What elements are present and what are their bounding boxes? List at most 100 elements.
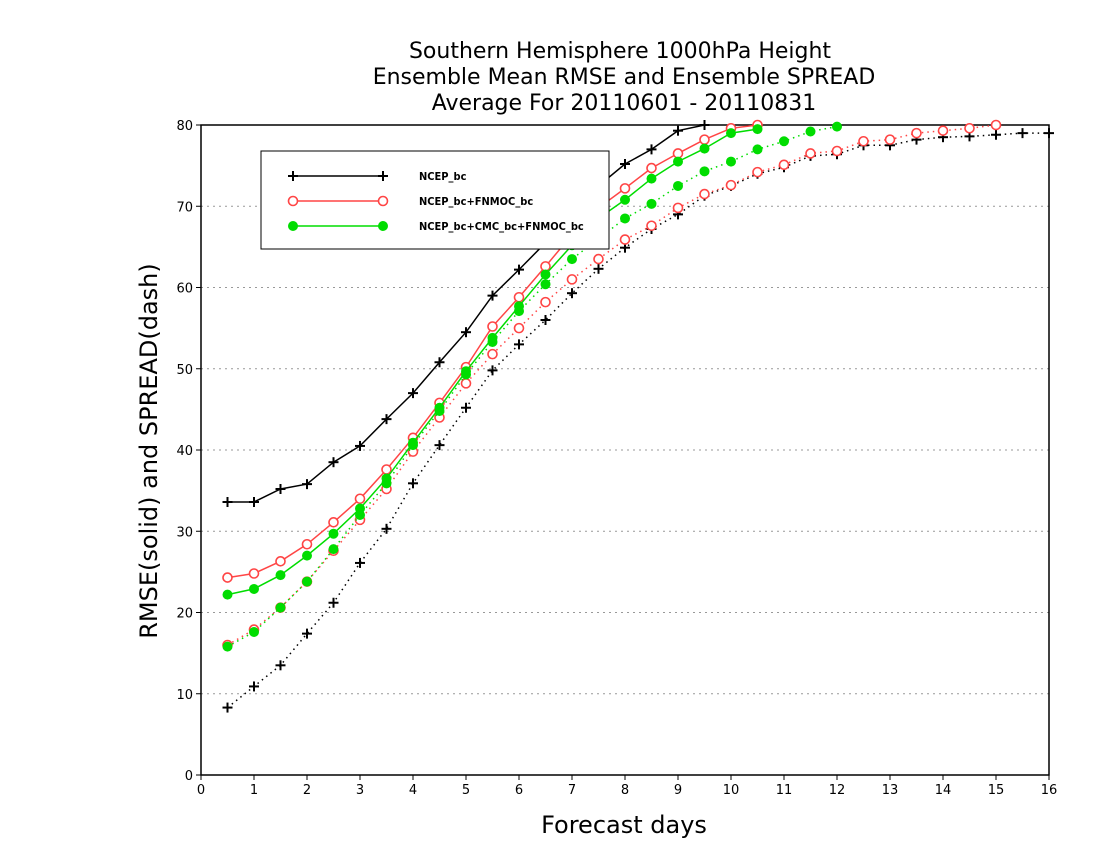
chart-title: Southern Hemisphere 1000hPa Height Ensem… xyxy=(373,39,876,116)
series-0-spread-point-2 xyxy=(275,660,286,671)
y-tick-label-40: 40 xyxy=(176,444,193,459)
series-2-spread-point-21 xyxy=(779,136,789,147)
series-0-spread-point-13 xyxy=(567,288,577,299)
legend-box xyxy=(260,150,610,250)
series-2-spread-point-23 xyxy=(832,121,842,132)
series-0-spread-point-29 xyxy=(991,129,1001,140)
series-group xyxy=(222,119,1054,713)
series-2-spread-point-0 xyxy=(222,641,233,652)
series-0-rmse-point-8 xyxy=(434,357,445,368)
series-1-spread-point-25 xyxy=(884,134,896,145)
x-axis-label: Forecast days xyxy=(541,811,707,839)
series-0-rmse-point-4 xyxy=(328,457,339,468)
x-tick-label-14: 14 xyxy=(935,783,952,798)
series-1-spread-point-24 xyxy=(858,135,869,147)
y-tick-label-30: 30 xyxy=(176,525,193,540)
series-1-rmse-point-4 xyxy=(328,517,339,528)
legend-entry-1: NCEP_bc+FNMOC_bc xyxy=(287,195,533,208)
legend-marker-start-2 xyxy=(288,221,298,231)
title-line-1: Southern Hemisphere 1000hPa Height xyxy=(409,39,831,64)
x-tick-label-4: 4 xyxy=(409,783,417,798)
series-2-rmse-point-10 xyxy=(487,332,498,343)
series-0-rmse-point-0 xyxy=(222,497,233,507)
series-2-rmse-point-5 xyxy=(355,503,365,514)
series-2-spread-point-4 xyxy=(328,544,339,555)
series-1-spread-point-14 xyxy=(593,253,604,265)
series-2-rmse-point-2 xyxy=(275,570,286,581)
series-0-spread-point-12 xyxy=(540,315,551,325)
series-1-rmse-point-1 xyxy=(248,568,260,579)
series-0-spread-point-6 xyxy=(381,523,392,534)
series-0-rmse-point-18 xyxy=(699,120,710,130)
series-2-rmse-point-11 xyxy=(514,301,524,312)
series-1-rmse-point-15 xyxy=(619,183,631,194)
series-2-spread-point-2 xyxy=(275,602,286,613)
series-2-spread-point-17 xyxy=(673,180,683,191)
y-tick-label-10: 10 xyxy=(176,688,193,703)
x-tick-label-13: 13 xyxy=(882,783,899,798)
series-1-rmse-point-18 xyxy=(699,134,710,145)
series-1-rmse-point-3 xyxy=(301,538,313,550)
series-2-spread-point-12 xyxy=(540,279,551,290)
x-tick-label-2: 2 xyxy=(303,783,311,798)
series-1-spread-point-10 xyxy=(487,348,498,360)
series-0-spread-point-8 xyxy=(434,440,445,451)
series-2-rmse-point-17 xyxy=(673,156,683,167)
x-tick-label-8: 8 xyxy=(621,783,629,798)
series-2-spread-point-18 xyxy=(699,166,710,177)
series-0-rmse-point-16 xyxy=(646,144,657,155)
series-1-spread-point-29 xyxy=(990,119,1002,131)
series-2-spread-point-22 xyxy=(805,126,816,137)
x-tick-label-7: 7 xyxy=(568,783,576,798)
y-axis-ticks: 0 10 20 30 40 50 60 70 80 xyxy=(176,119,201,784)
series-0-spread-point-9 xyxy=(461,402,471,413)
series-2-spread-point-16 xyxy=(646,198,657,209)
legend-label-1: NCEP_bc+FNMOC_bc xyxy=(419,195,533,208)
series-2-spread-point-13 xyxy=(567,254,577,265)
legend-marker-start-1 xyxy=(287,195,299,207)
legend-label-0: NCEP_bc xyxy=(419,170,467,183)
y-tick-label-20: 20 xyxy=(176,607,193,622)
series-0-rmse-point-6 xyxy=(381,414,392,425)
series-1-spread-point-28 xyxy=(964,122,975,134)
x-tick-label-1: 1 xyxy=(250,783,258,798)
x-tick-label-0: 0 xyxy=(197,783,205,798)
series-1-rmse-point-16 xyxy=(646,162,657,174)
legend-marker-end-0 xyxy=(378,171,388,181)
x-tick-label-9: 9 xyxy=(674,783,682,798)
series-0-spread-point-31 xyxy=(1044,128,1054,139)
series-2-rmse-point-19 xyxy=(726,128,736,139)
title-line-3: Average For 20110601 - 20110831 xyxy=(432,91,817,116)
series-0-spread-point-30 xyxy=(1017,128,1028,139)
series-1-rmse-point-2 xyxy=(275,556,286,567)
series-1-spread-point-9 xyxy=(460,378,472,389)
series-2-rmse-point-12 xyxy=(540,269,551,280)
series-2-spread-point-3 xyxy=(302,576,312,587)
series-1-rmse-point-5 xyxy=(354,493,366,505)
y-tick-label-80: 80 xyxy=(176,119,193,134)
series-1-spread-point-20 xyxy=(752,166,763,178)
series-2-rmse-point-6 xyxy=(381,473,392,484)
series-0-rmse-point-10 xyxy=(487,290,498,301)
y-axis-label: RMSE(solid) and SPREAD(dash) xyxy=(135,263,163,639)
legend-entry-0: NCEP_bc xyxy=(288,170,467,183)
series-2-rmse-point-7 xyxy=(408,437,418,448)
series-1-spread-point-22 xyxy=(805,148,816,159)
series-1-spread-point-11 xyxy=(513,322,525,334)
x-tick-label-10: 10 xyxy=(723,783,740,798)
series-2-rmse-point-3 xyxy=(302,550,312,561)
x-tick-label-12: 12 xyxy=(829,783,846,798)
x-tick-label-3: 3 xyxy=(356,783,364,798)
gridlines xyxy=(201,205,1049,695)
series-2-rmse-point-18 xyxy=(699,143,710,154)
legend-marker-end-1 xyxy=(377,195,389,207)
series-2-rmse-point-15 xyxy=(620,194,630,205)
series-0-rmse-point-2 xyxy=(275,484,286,494)
series-1-spread-point-27 xyxy=(937,125,949,136)
series-0-spread-point-7 xyxy=(408,478,418,489)
series-1-rmse-point-11 xyxy=(513,291,525,303)
series-2-spread-point-19 xyxy=(726,156,736,167)
series-0-spread-point-14 xyxy=(593,263,604,274)
y-tick-label-70: 70 xyxy=(176,200,193,215)
